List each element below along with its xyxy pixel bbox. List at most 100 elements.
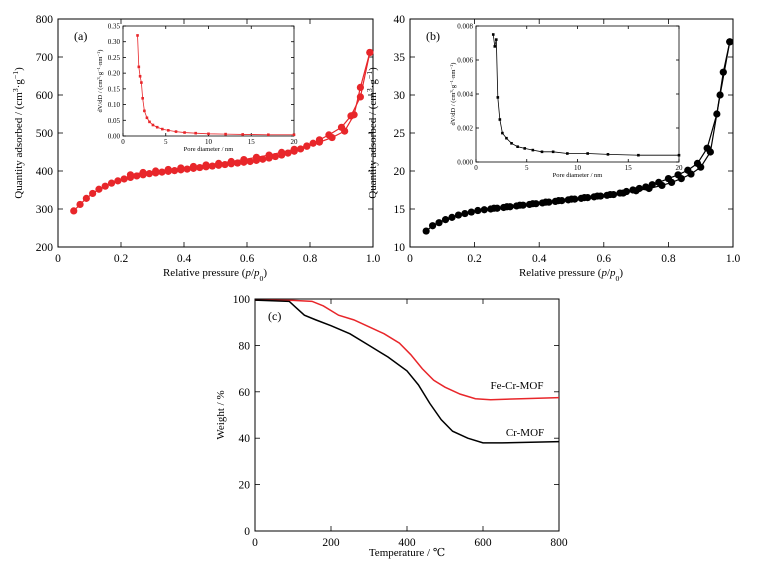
data-point — [350, 111, 358, 119]
data-point — [490, 204, 498, 212]
y-tick-label: 40 — [239, 433, 251, 445]
inset-point — [496, 96, 500, 99]
label-part: Quantity adsorbed / (cm — [367, 92, 379, 199]
inset-point — [136, 34, 139, 37]
panel-label: (c) — [268, 309, 281, 323]
data-point — [126, 171, 135, 179]
data-point — [516, 201, 524, 209]
label-part: p — [600, 267, 607, 279]
data-point — [356, 83, 364, 91]
inset-point — [510, 142, 513, 145]
series-1 — [126, 48, 374, 179]
inset-point — [566, 152, 569, 155]
y-tick-label: 600 — [36, 90, 54, 102]
data-point — [645, 184, 653, 193]
data-point — [252, 153, 261, 161]
x-tick-label: 0.4 — [532, 253, 547, 265]
label-part: / — [607, 267, 611, 279]
y-axis-label: Quantity adsorbed / (cm3·g−1) — [11, 67, 26, 199]
y-tick-label: 0.008 — [457, 23, 473, 31]
data-point — [315, 138, 324, 146]
inset-point — [194, 131, 197, 135]
label-part: Relative pressure ( — [519, 267, 602, 279]
x-tick-label: 600 — [474, 537, 492, 549]
data-point — [474, 206, 482, 215]
data-point — [503, 203, 511, 211]
chart-b: 0 0.2 0.4 0.6 0.8 1.010152025303540(b)Relativ… — [365, 14, 741, 283]
data-point — [448, 213, 456, 221]
x-tick-label: 0.2 — [467, 253, 482, 265]
data-point — [70, 207, 78, 215]
data-point — [76, 200, 84, 209]
label-part: dV/dD / (cm — [450, 93, 457, 126]
data-point — [341, 127, 349, 135]
series-line — [254, 299, 560, 401]
data-point — [480, 206, 488, 214]
inset-point — [148, 120, 151, 124]
label-part: ) — [619, 267, 623, 279]
label-part: ) — [97, 50, 104, 52]
y-tick-label: 0.30 — [108, 38, 121, 46]
inset-point — [145, 116, 149, 120]
inset-x-axis-label: Pore diameter / nm — [553, 172, 603, 179]
y-tick-label: 0 — [244, 526, 250, 538]
x-tick-label: 5 — [164, 138, 168, 146]
label-part: 3 — [449, 90, 454, 93]
y-tick-label: 0.006 — [457, 57, 473, 65]
data-point — [441, 216, 450, 224]
label-part: ·g — [13, 79, 25, 89]
data-point — [290, 145, 298, 153]
x-tick-label: 5 — [525, 164, 529, 172]
x-tick-label: 0 — [474, 164, 478, 172]
data-point — [246, 157, 254, 166]
inset-point — [137, 65, 141, 69]
inset-point — [161, 127, 164, 131]
inset-point — [167, 129, 170, 132]
x-tick-label: 20 — [291, 138, 299, 146]
data-point — [177, 164, 185, 172]
inset-point — [677, 153, 681, 157]
y-tick-label: 0.05 — [108, 117, 121, 125]
y-tick-label: 0.20 — [108, 70, 121, 78]
inset-point — [174, 130, 178, 133]
data-point — [82, 194, 90, 202]
inset-x-axis-label: Pore diameter / nm — [184, 146, 234, 153]
label-part: −1 — [449, 65, 454, 70]
label-part: −1 — [96, 52, 101, 57]
label-part: 0 — [260, 274, 264, 283]
inset-y-axis-label: dV/dD / (cm3·g−1·nm−1) — [449, 63, 458, 126]
y-tick-label: 30 — [394, 90, 406, 102]
y-tick-label: 0.15 — [108, 85, 121, 93]
inset-point — [531, 148, 535, 152]
x-tick-label: 20 — [676, 164, 684, 172]
x-tick-label: 0.4 — [177, 253, 192, 265]
data-point — [164, 165, 172, 174]
data-point — [529, 200, 537, 208]
x-tick-label: 0 — [252, 537, 258, 549]
panel-label: (a) — [74, 29, 87, 43]
inset-point — [267, 133, 270, 137]
chart-a: 0 0.2 0.4 0.6 0.8 1.0200300400500600700800(a)… — [11, 14, 381, 283]
inset-point — [141, 96, 144, 100]
y-tick-label: 40 — [394, 14, 406, 26]
y-tick-label: 35 — [394, 52, 406, 64]
x-tick-label: 400 — [398, 537, 416, 549]
y-tick-label: 25 — [394, 128, 406, 140]
data-point — [554, 197, 563, 205]
data-point — [706, 148, 714, 156]
inset-a: 0 5 10 15 20 0.00 0.05 0.10 0.15 0.20 0.25 0.30 0.35… — [96, 23, 299, 154]
x-tick-label: 1.0 — [726, 253, 741, 265]
y-tick-label: 200 — [36, 242, 54, 254]
label-part: / — [251, 267, 255, 279]
data-point — [687, 170, 695, 178]
inset-b: 0 5 10 15 20 0.000 0.002 0.004 0.006 0.008 Pore di… — [449, 23, 684, 180]
inset-point — [143, 109, 146, 113]
label-part: 0 — [616, 274, 620, 283]
data-point — [215, 159, 223, 167]
inset-point — [495, 38, 498, 41]
data-point — [697, 163, 705, 171]
y-tick-label: 0.10 — [108, 101, 121, 109]
inset-point — [151, 123, 155, 127]
